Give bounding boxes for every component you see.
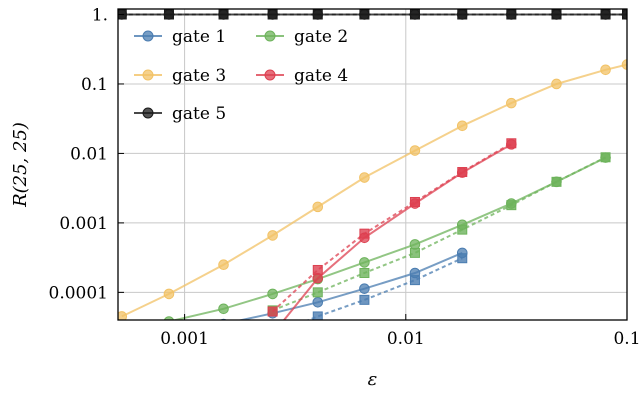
series-point — [312, 272, 324, 284]
plot-series — [117, 9, 627, 339]
y-tick-label: 0.001 — [59, 214, 108, 234]
series-point — [456, 167, 468, 178]
series-point-square — [359, 294, 370, 305]
series-point — [312, 9, 324, 20]
legend: gate 1 gate 2 gate 3 gate 4 gate 5 — [134, 27, 348, 124]
x-axis-label: ε — [368, 369, 378, 390]
series-point — [218, 303, 229, 315]
series-point — [268, 329, 278, 339]
series-point-square — [409, 247, 420, 258]
series-point — [409, 145, 421, 156]
series-point — [600, 64, 611, 76]
series-point — [359, 257, 370, 268]
series-point — [456, 120, 468, 132]
series-point — [456, 219, 468, 231]
series-point — [163, 9, 175, 20]
axis-ticks: 0.001 0.01 0.1 0.0001 0.001 0.01 0.1 1. — [49, 6, 639, 349]
y-axis-label: R(25, 25) — [10, 122, 31, 208]
series-point — [409, 198, 421, 209]
legend-label: gate 5 — [172, 104, 226, 124]
x-tick-label: 0.01 — [387, 329, 425, 349]
legend-marker — [142, 69, 154, 81]
series-point — [359, 283, 370, 294]
series-point — [600, 9, 611, 20]
series-point — [551, 78, 562, 90]
series-point — [506, 139, 517, 150]
series-point — [409, 267, 421, 279]
series-point — [551, 176, 562, 188]
series-point-square — [267, 306, 278, 317]
series-point — [359, 232, 370, 244]
y-tick-label: 0.01 — [70, 144, 108, 164]
series-point — [220, 318, 227, 320]
series-point-square — [312, 287, 323, 298]
series-point — [312, 296, 324, 308]
series-point — [456, 247, 468, 259]
series-line — [171, 156, 607, 320]
series-point — [163, 288, 175, 300]
series-line — [121, 63, 627, 318]
series-point — [456, 9, 468, 20]
legend-label: gate 3 — [172, 66, 226, 86]
x-tick-label: 0.1 — [613, 329, 639, 349]
series-point — [163, 316, 175, 320]
series-point — [409, 239, 421, 250]
series-point — [218, 259, 229, 271]
legend-marker — [264, 69, 276, 81]
series-point — [409, 9, 421, 20]
series-dashed-line — [271, 142, 512, 313]
series-point — [218, 9, 229, 20]
legend-marker — [142, 107, 154, 119]
series-point — [551, 9, 562, 20]
series-point — [312, 201, 324, 213]
series-point — [117, 329, 127, 339]
series-point — [118, 311, 128, 320]
series-point — [267, 9, 278, 20]
legend-label: gate 2 — [294, 27, 348, 47]
series-point-square — [268, 330, 277, 339]
series-point — [600, 152, 611, 163]
y-tick-label: 0.0001 — [49, 283, 108, 303]
grid-lines — [118, 9, 628, 320]
series-point — [621, 59, 627, 70]
legend-marker — [142, 30, 154, 42]
series-point-square — [359, 267, 370, 278]
series-point — [506, 198, 517, 209]
legend-marker — [264, 30, 276, 42]
legend-label: gate 1 — [172, 27, 226, 47]
legend-label: gate 4 — [294, 66, 348, 86]
series-point — [359, 9, 370, 20]
x-tick-label: 0.001 — [160, 329, 209, 349]
series-point — [359, 172, 370, 183]
series-point — [506, 97, 517, 109]
plot-frame — [117, 8, 628, 321]
series-point — [621, 9, 627, 20]
y-tick-label: 1. — [92, 6, 108, 26]
series-point — [506, 9, 517, 20]
series-point — [267, 230, 278, 241]
series-line — [282, 143, 512, 320]
y-tick-label: 0.1 — [81, 75, 108, 95]
series-point-square — [312, 311, 323, 320]
series-point — [267, 288, 278, 300]
